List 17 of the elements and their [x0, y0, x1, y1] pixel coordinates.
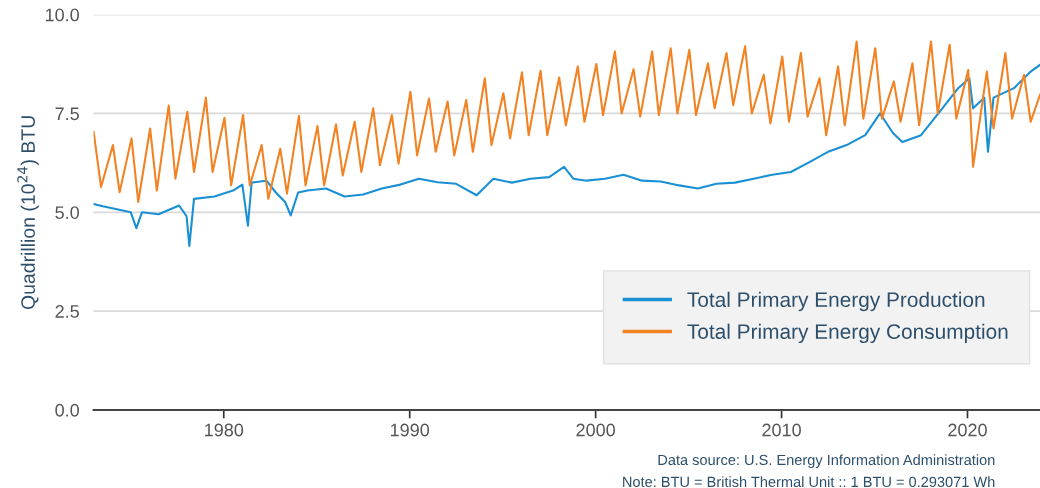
x-tick-label: 1980 [205, 423, 244, 437]
y-tick-label: 5.0 [55, 206, 80, 219]
legend-label: Total Primary Energy Consumption [687, 323, 1008, 344]
line-series [93, 63, 1040, 247]
x-tick-label: 2000 [576, 423, 615, 437]
text: Note: BTU = British Thermal Unit :: 1 BTU = 0.293071 Wh [623, 476, 995, 488]
legend-label: Total Primary Energy Production [687, 291, 985, 312]
source-note: Data source: U.S. Energy Information Administration [658, 454, 995, 468]
line-series [93, 40, 1040, 204]
y-tick-label: 0.0 [55, 403, 80, 417]
y-axis-title: Quadrillion (10$^{24}$) BTU [17, 116, 39, 310]
x-tick-label: 2020 [948, 423, 987, 437]
y-tick-label: 10.0 [45, 8, 80, 22]
y-tick-label: 7.5 [55, 107, 79, 121]
x-tick-label: 2010 [762, 423, 801, 437]
y-tick-label: 2.5 [55, 305, 79, 318]
x-tick-label: 1990 [390, 423, 430, 437]
